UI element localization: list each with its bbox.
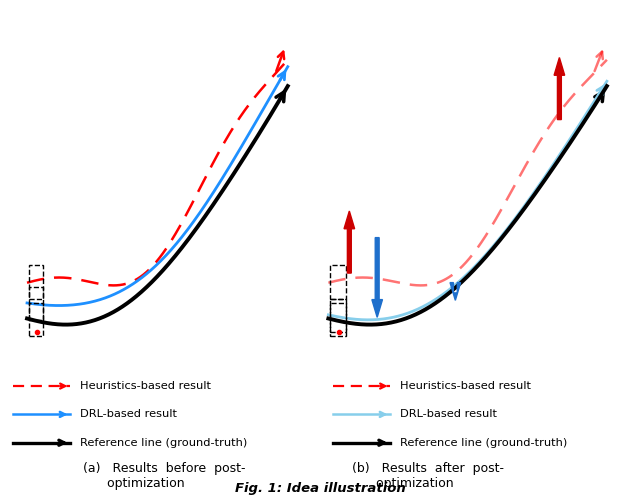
FancyArrow shape [554,58,564,120]
FancyArrow shape [450,283,461,300]
FancyArrow shape [344,211,355,273]
Text: Fig. 1: Idea illustration: Fig. 1: Idea illustration [235,482,405,495]
Text: Reference line (ground-truth): Reference line (ground-truth) [400,438,567,448]
Text: Heuristics-based result: Heuristics-based result [80,381,211,391]
Text: (b)   Results  after  post-
      optimization: (b) Results after post- optimization [352,462,504,490]
Text: DRL-based result: DRL-based result [80,410,177,419]
FancyArrow shape [372,238,383,318]
Text: Reference line (ground-truth): Reference line (ground-truth) [80,438,247,448]
Text: DRL-based result: DRL-based result [400,410,497,419]
Text: Heuristics-based result: Heuristics-based result [400,381,531,391]
Text: (a)   Results  before  post-
      optimization: (a) Results before post- optimization [83,462,246,490]
